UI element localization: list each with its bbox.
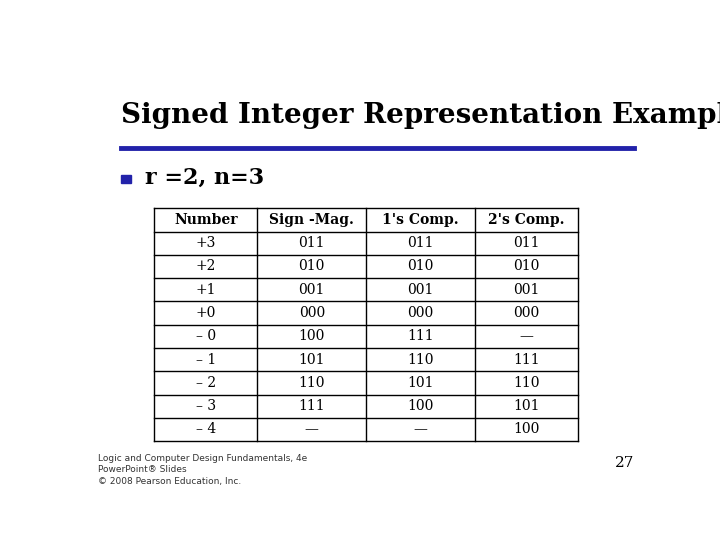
FancyBboxPatch shape	[121, 176, 131, 183]
Text: 110: 110	[513, 376, 540, 390]
Text: 000: 000	[408, 306, 433, 320]
Text: © 2008 Pearson Education, Inc.: © 2008 Pearson Education, Inc.	[99, 477, 242, 486]
Text: 010: 010	[408, 259, 434, 273]
Text: —: —	[414, 422, 428, 436]
Text: +3: +3	[196, 236, 216, 250]
Text: 001: 001	[408, 283, 434, 297]
Text: 000: 000	[513, 306, 540, 320]
Text: Number: Number	[174, 213, 238, 227]
Text: +0: +0	[196, 306, 216, 320]
Text: 110: 110	[299, 376, 325, 390]
Text: 001: 001	[513, 283, 540, 297]
Text: 110: 110	[408, 353, 434, 367]
Text: Logic and Computer Design Fundamentals, 4e: Logic and Computer Design Fundamentals, …	[99, 454, 307, 463]
Text: 27: 27	[615, 456, 634, 470]
Text: 111: 111	[513, 353, 540, 367]
Text: 011: 011	[513, 236, 540, 250]
Text: 100: 100	[408, 399, 434, 413]
Text: —: —	[305, 422, 319, 436]
Text: – 0: – 0	[196, 329, 216, 343]
Text: 1's Comp.: 1's Comp.	[382, 213, 459, 227]
Text: 010: 010	[299, 259, 325, 273]
Text: PowerPoint® Slides: PowerPoint® Slides	[99, 465, 187, 474]
Text: 101: 101	[513, 399, 540, 413]
Text: – 3: – 3	[196, 399, 216, 413]
Text: 111: 111	[408, 329, 434, 343]
Text: Sign -Mag.: Sign -Mag.	[269, 213, 354, 227]
Text: 011: 011	[299, 236, 325, 250]
Text: +2: +2	[196, 259, 216, 273]
Text: 101: 101	[408, 376, 434, 390]
Text: – 1: – 1	[196, 353, 216, 367]
Text: 100: 100	[513, 422, 540, 436]
Text: —: —	[520, 329, 534, 343]
Text: Signed Integer Representation Example: Signed Integer Representation Example	[121, 102, 720, 129]
Text: r =2, n=3: r =2, n=3	[145, 167, 264, 189]
Text: 111: 111	[299, 399, 325, 413]
Text: 101: 101	[299, 353, 325, 367]
Text: – 4: – 4	[196, 422, 216, 436]
Text: 011: 011	[408, 236, 434, 250]
Text: 2's Comp.: 2's Comp.	[488, 213, 565, 227]
Text: +1: +1	[196, 283, 216, 297]
Text: 001: 001	[299, 283, 325, 297]
Text: 100: 100	[299, 329, 325, 343]
Text: 000: 000	[299, 306, 325, 320]
Text: 010: 010	[513, 259, 540, 273]
Text: – 2: – 2	[196, 376, 216, 390]
